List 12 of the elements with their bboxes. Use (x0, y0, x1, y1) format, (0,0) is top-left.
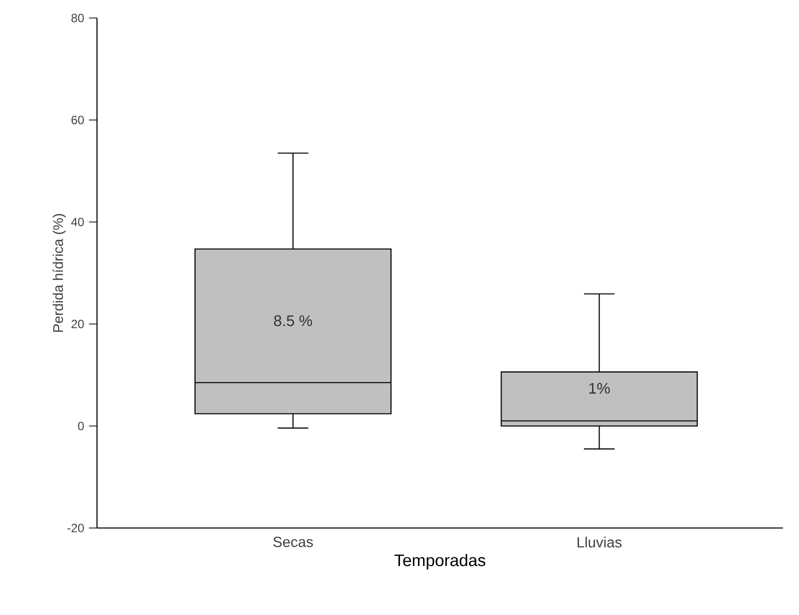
y-tick-label: 20 (72, 320, 84, 328)
y-axis-title: Perdida hídrica (%) (52, 214, 66, 332)
y-tick-label: 80 (71, 14, 84, 22)
annotation: 8.5 % (274, 315, 312, 326)
x-tick-label: Secas (273, 536, 313, 548)
x-tick-label: Lluvias (578, 536, 622, 548)
y-tick-label: 0 (78, 422, 84, 430)
y-tick-label: 40 (71, 218, 84, 226)
x-axis-title: Temporadas (394, 554, 486, 570)
y-tick-label: -20 (67, 524, 84, 532)
annotation: 1% (589, 382, 610, 394)
y-tick-label: 60 (72, 116, 84, 124)
